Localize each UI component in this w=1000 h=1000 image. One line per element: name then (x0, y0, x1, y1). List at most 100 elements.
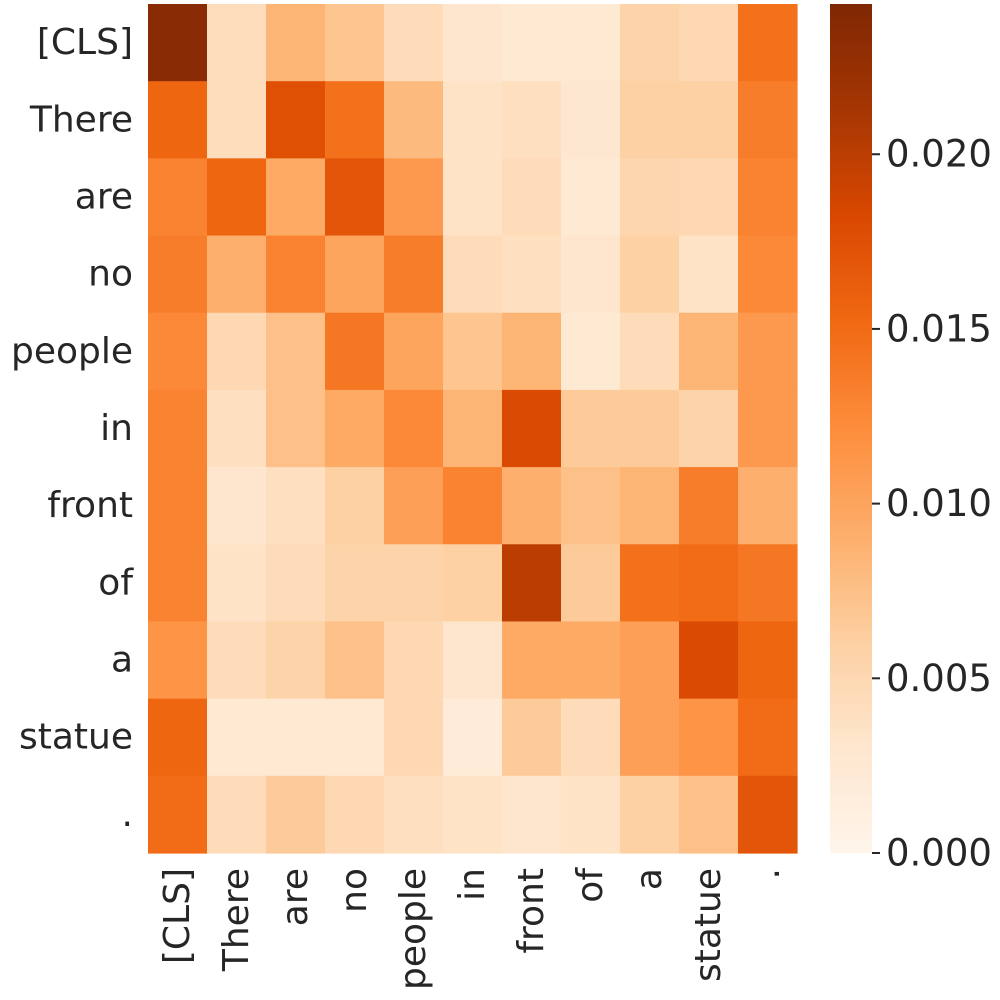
heatmap-cell (502, 158, 562, 237)
heatmap-cell (738, 544, 798, 623)
x-tick-label: statue (688, 868, 729, 982)
heatmap-cell (325, 81, 385, 159)
heatmap-cell (148, 775, 208, 854)
heatmap-cell (266, 81, 326, 159)
x-tick-label: of (570, 867, 611, 903)
heatmap-cell (738, 775, 798, 854)
heatmap-cell (207, 389, 267, 468)
x-tick-label: people (393, 868, 434, 990)
heatmap-cell (561, 621, 621, 700)
heatmap-cell (148, 698, 208, 777)
heatmap-cell (207, 698, 267, 777)
heatmap-cell (266, 389, 326, 468)
y-tick-label: [CLS] (37, 22, 133, 63)
heatmap-cell (325, 389, 385, 468)
y-tick-label: There (29, 99, 133, 140)
heatmap-cell (443, 312, 503, 391)
heatmap-cell (561, 775, 621, 854)
heatmap-cell (679, 158, 739, 237)
colorbar-tick-label: 0.020 (886, 133, 992, 176)
heatmap-cell (738, 698, 798, 777)
x-tick-labels: [CLS] There are no people in front of a statue. (157, 867, 788, 990)
heatmap-cell (561, 235, 621, 314)
heatmap-cell (207, 775, 267, 854)
heatmap-cell (561, 389, 621, 468)
heatmap-cell (325, 4, 385, 82)
heatmap-cell (384, 698, 444, 777)
heatmap-cell (679, 235, 739, 314)
heatmap-cell (384, 775, 444, 854)
heatmap-cell (266, 312, 326, 391)
heatmap-cell (443, 544, 503, 623)
heatmap-cells (148, 4, 798, 854)
heatmap-cell (148, 544, 208, 623)
heatmap-cell (325, 621, 385, 700)
heatmap-cell (620, 698, 680, 777)
heatmap-cell (443, 81, 503, 159)
heatmap-cell (266, 544, 326, 623)
heatmap-cell (207, 4, 267, 82)
heatmap-cell (620, 81, 680, 159)
heatmap-cell (620, 389, 680, 468)
heatmap-cell (148, 4, 208, 82)
y-tick-label: . (122, 794, 133, 835)
heatmap-cell (738, 235, 798, 314)
x-tick-label: a (629, 868, 670, 890)
heatmap-cell (148, 235, 208, 314)
heatmap-cell (679, 467, 739, 545)
heatmap-cell (384, 4, 444, 82)
heatmap-cell (679, 4, 739, 82)
heatmap-cell (738, 621, 798, 700)
heatmap-cell (502, 389, 562, 468)
y-tick-label: statue (19, 717, 133, 758)
heatmap-cell (443, 158, 503, 237)
heatmap-cell (443, 698, 503, 777)
heatmap-cell (443, 621, 503, 700)
heatmap-cell (148, 467, 208, 545)
heatmap-cell (266, 698, 326, 777)
colorbar (830, 4, 872, 853)
heatmap-cell (148, 389, 208, 468)
y-tick-label: a (111, 640, 133, 681)
heatmap-cell (561, 4, 621, 82)
heatmap-cell (620, 621, 680, 700)
heatmap-cell (620, 4, 680, 82)
heatmap-cell (443, 775, 503, 854)
heatmap-cell (325, 698, 385, 777)
colorbar-tick-label: 0.015 (886, 307, 992, 350)
heatmap-cell (561, 544, 621, 623)
heatmap-cell (207, 158, 267, 237)
y-tick-label: are (75, 176, 133, 217)
heatmap-cell (325, 775, 385, 854)
heatmap-cell (384, 312, 444, 391)
heatmap-cell (620, 158, 680, 237)
heatmap-cell (384, 544, 444, 623)
heatmap-cell (502, 312, 562, 391)
heatmap-cell (620, 467, 680, 545)
heatmap-cell (620, 235, 680, 314)
heatmap-cell (266, 158, 326, 237)
heatmap-cell (384, 158, 444, 237)
heatmap-cell (679, 312, 739, 391)
heatmap-cell (148, 81, 208, 159)
heatmap-cell (148, 621, 208, 700)
heatmap-cell (266, 4, 326, 82)
heatmap-cell (738, 81, 798, 159)
heatmap-cell (561, 81, 621, 159)
heatmap-cell (207, 621, 267, 700)
x-tick-label: . (747, 868, 788, 879)
heatmap-cell (325, 312, 385, 391)
heatmap-cell (325, 235, 385, 314)
heatmap-cell (266, 775, 326, 854)
y-tick-label: front (47, 485, 133, 526)
heatmap-cell (679, 698, 739, 777)
colorbar-ticks: 0.000 0.005 0.010 0.015 0.020 (872, 133, 992, 875)
x-tick-label: in (452, 868, 493, 901)
heatmap-cell (620, 312, 680, 391)
x-tick-label: [CLS] (157, 868, 198, 964)
heatmap-cell (502, 775, 562, 854)
heatmap-cell (384, 81, 444, 159)
heatmap-cell (561, 312, 621, 391)
